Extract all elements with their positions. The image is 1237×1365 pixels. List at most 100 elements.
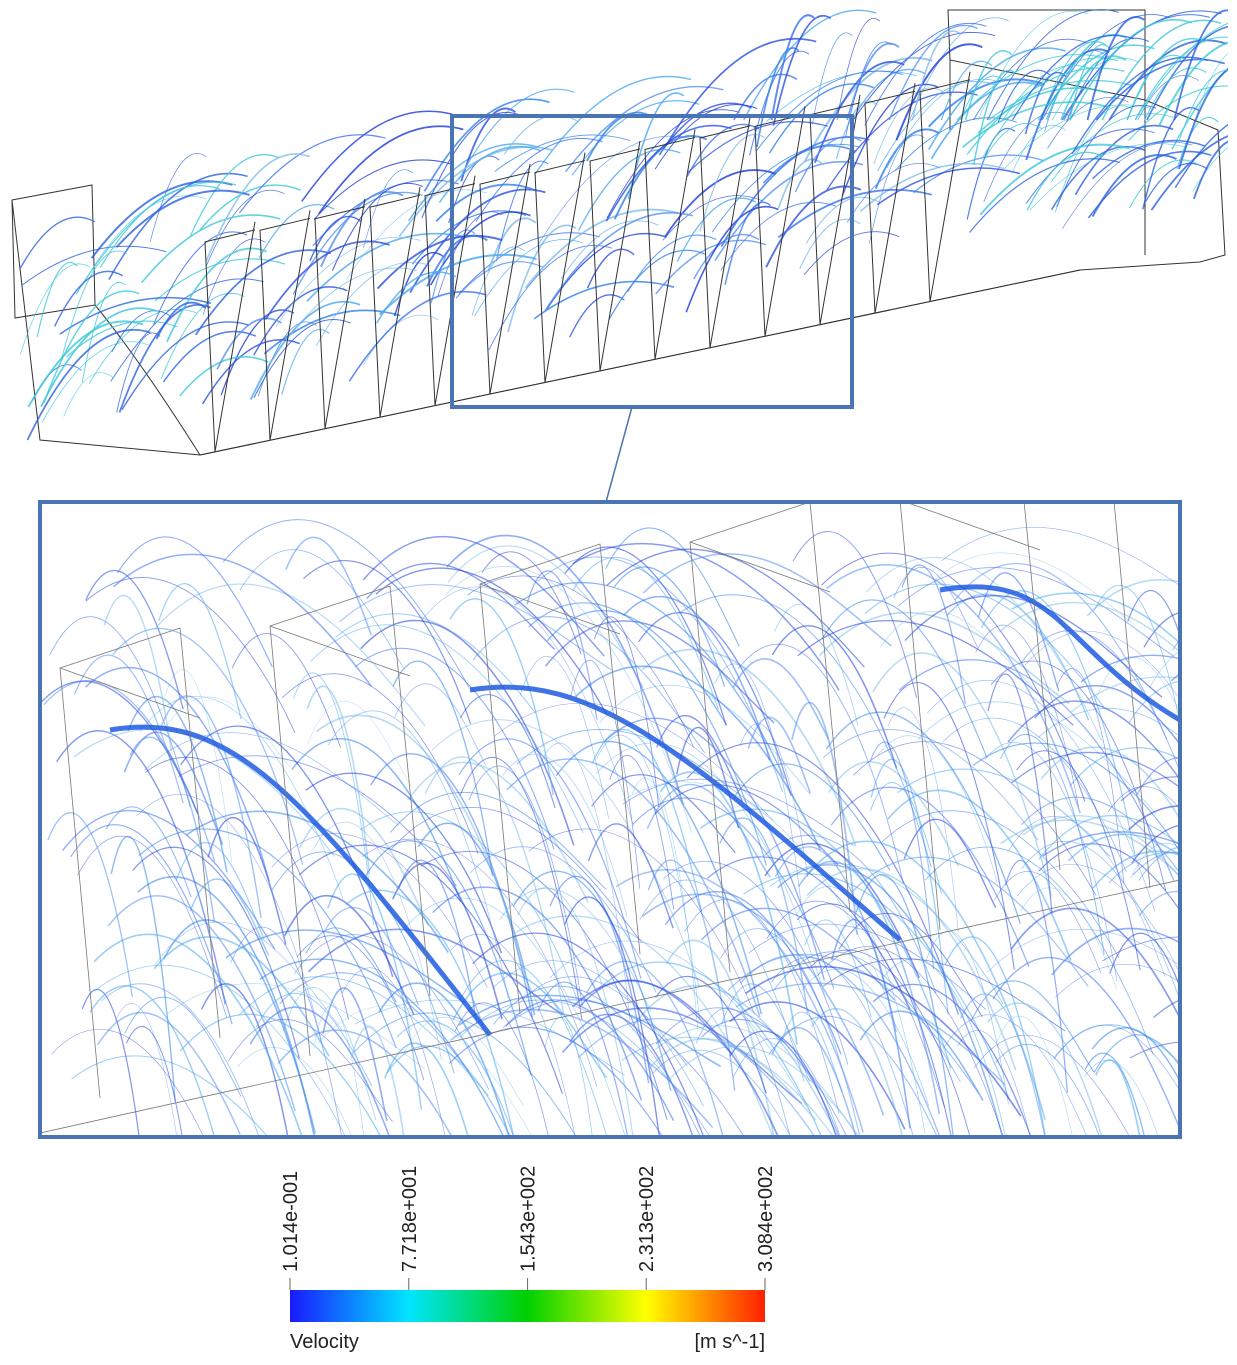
streamline [1179, 70, 1237, 142]
colorbar-tick-label: 1.014e-001 [280, 1171, 302, 1272]
streamline [20, 217, 95, 268]
streamline [362, 839, 596, 1086]
streamline [1075, 126, 1173, 195]
streamline [1093, 851, 1237, 1075]
streamline [154, 937, 329, 1056]
streamline [778, 190, 932, 238]
streamline [1198, 1032, 1237, 1228]
streamline [449, 156, 500, 223]
streamline [302, 111, 453, 201]
streamline [114, 554, 372, 686]
streamline [395, 684, 486, 766]
legend-unit: [m s^-1] [695, 1331, 766, 1353]
streamline [27, 330, 150, 440]
streamline [860, 1011, 983, 1100]
streamline [313, 180, 459, 246]
streamline [1143, 108, 1199, 210]
streamline [1055, 964, 1237, 1235]
streamline [167, 248, 267, 341]
streamline [223, 520, 469, 688]
streamline [677, 198, 756, 261]
streamline [1192, 927, 1237, 1025]
cell-edge [755, 106, 805, 336]
streamline [545, 1017, 606, 1270]
streamline [259, 205, 334, 258]
streamline [1094, 1035, 1237, 1276]
streamline [94, 934, 306, 1148]
streamline [715, 162, 863, 261]
cell-edge [900, 460, 1060, 930]
streamline [1093, 155, 1177, 217]
streamline [749, 924, 987, 1010]
streamline [1139, 846, 1237, 940]
streamline [314, 160, 452, 220]
cell-edge [480, 164, 530, 394]
streamline [48, 813, 132, 997]
streamline [86, 577, 295, 732]
legend-title: Velocity [290, 1331, 359, 1353]
colorbar [290, 1290, 765, 1322]
streamline [155, 584, 425, 726]
streamline [798, 621, 1074, 726]
streamline [740, 724, 808, 878]
streamline [563, 1008, 802, 1104]
streamline [1153, 992, 1237, 1238]
colorbar-tick-label: 3.084e+002 [755, 1166, 777, 1272]
colorbar-legend: Velocity [m s^-1] 1.014e-0017.718e+0011.… [280, 1166, 777, 1353]
streamline [628, 93, 683, 199]
streamline [1021, 630, 1219, 899]
streamline [154, 232, 248, 325]
streamline [912, 31, 960, 120]
streamline [823, 730, 1038, 841]
streamline [1005, 860, 1067, 1092]
streamline [963, 102, 1109, 147]
streamline [547, 611, 726, 725]
streamline [679, 595, 931, 868]
streamline [1130, 1042, 1237, 1269]
streamline [978, 88, 1108, 133]
streamline [1173, 614, 1237, 735]
streamline [1180, 571, 1237, 712]
streamline [412, 211, 526, 264]
streamline [1131, 843, 1237, 1102]
streamline [877, 168, 1020, 205]
streamline [203, 239, 265, 315]
streamline [609, 250, 705, 319]
streamline [468, 576, 694, 748]
streamline [688, 122, 828, 173]
streamline [870, 742, 933, 969]
streamline [655, 785, 838, 865]
streamline [547, 234, 667, 309]
streamline [157, 303, 206, 339]
streamline [1199, 702, 1237, 842]
streamline [1092, 1028, 1222, 1203]
streamline [90, 986, 238, 1241]
streamline [379, 983, 520, 1179]
colorbar-tick-label: 2.313e+002 [636, 1166, 658, 1272]
streamline [306, 928, 397, 1003]
streamline [86, 570, 183, 709]
streamline [206, 190, 284, 266]
streamline [730, 1031, 873, 1286]
streamline [1144, 611, 1237, 716]
streamline [1023, 816, 1237, 1047]
streamline [987, 929, 1237, 1032]
streamline [1182, 771, 1237, 895]
streamline [598, 962, 826, 1147]
streamline [565, 897, 665, 1182]
streamline [1052, 147, 1146, 210]
streamline [155, 259, 285, 301]
streamline [488, 218, 535, 271]
streamline [1197, 881, 1237, 1149]
streamline [769, 1016, 986, 1271]
streamline [52, 1029, 247, 1253]
streamline [925, 847, 1153, 1054]
streamline [860, 164, 1004, 212]
streamline [929, 79, 1045, 126]
streamline [451, 934, 586, 1196]
streamline [918, 702, 1157, 815]
streamline [1039, 816, 1237, 942]
figure: Velocity [m s^-1] 1.014e-0017.718e+0011.… [0, 0, 1237, 1360]
streamline [1139, 892, 1237, 1113]
streamline [1026, 129, 1154, 204]
